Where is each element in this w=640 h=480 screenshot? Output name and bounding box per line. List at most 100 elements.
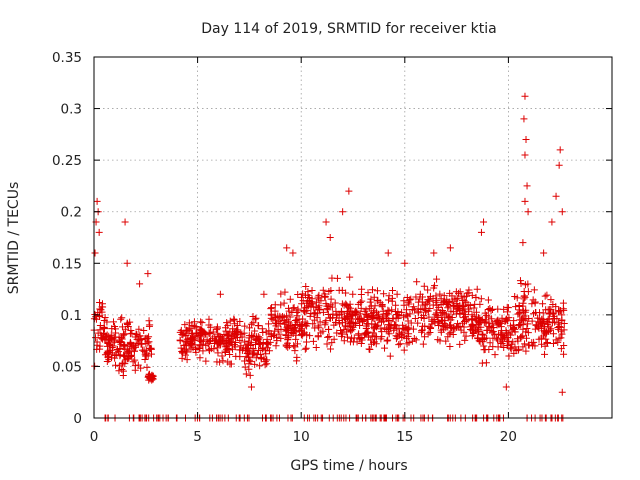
x-axis: 0 5 10 15 20 — [90, 57, 517, 445]
x-tick-label: 0 — [90, 429, 99, 445]
data-point — [557, 334, 565, 342]
data-point — [480, 346, 488, 354]
data-point — [356, 310, 364, 318]
data-point — [543, 339, 551, 347]
data-point — [541, 350, 549, 358]
data-point — [228, 339, 236, 347]
data-point — [398, 308, 406, 316]
plot-frame — [93, 56, 613, 419]
data-point — [355, 315, 363, 323]
data-point — [353, 338, 361, 346]
data-point — [242, 370, 250, 378]
data-point — [441, 297, 449, 305]
data-point — [439, 299, 447, 307]
data-point — [465, 286, 473, 294]
data-point — [271, 301, 279, 309]
data-point — [117, 315, 125, 323]
data-point — [286, 295, 294, 303]
data-point — [246, 371, 254, 379]
data-point — [384, 328, 392, 336]
data-point — [120, 352, 128, 360]
data-point — [214, 330, 222, 338]
data-point — [246, 348, 254, 356]
data-point — [552, 192, 560, 200]
data-point — [260, 290, 268, 298]
data-point — [513, 294, 521, 302]
data-point — [302, 282, 310, 290]
data-point — [493, 317, 501, 325]
data-point — [549, 339, 557, 347]
data-point — [522, 136, 530, 144]
data-point — [147, 344, 155, 352]
data-point — [409, 325, 417, 333]
data-point — [502, 317, 510, 325]
data-point — [408, 305, 416, 313]
data-point — [140, 326, 148, 334]
x-tick-label: 5 — [193, 429, 202, 445]
data-point — [112, 329, 120, 337]
data-point — [325, 332, 333, 340]
data-point — [103, 348, 111, 356]
data-point — [352, 311, 360, 319]
data-point — [478, 316, 486, 324]
data-point — [247, 341, 255, 349]
data-point — [450, 323, 458, 331]
data-point — [326, 314, 334, 322]
data-point — [265, 320, 273, 328]
data-point — [332, 318, 340, 326]
data-point — [377, 325, 385, 333]
data-point — [370, 293, 378, 301]
data-point — [392, 311, 400, 319]
data-point — [302, 344, 310, 352]
data-point — [339, 319, 347, 327]
data-point — [524, 329, 532, 337]
data-point — [384, 336, 392, 344]
data-point — [543, 291, 551, 299]
data-point — [192, 348, 200, 356]
data-point — [396, 340, 404, 348]
data-point — [252, 336, 260, 344]
data-point — [348, 334, 356, 342]
data-point — [539, 300, 547, 308]
data-point — [379, 313, 387, 321]
data-point — [538, 340, 546, 348]
data-point — [524, 320, 532, 328]
data-point — [236, 346, 244, 354]
data-point — [433, 296, 441, 304]
data-point — [505, 352, 513, 360]
data-point — [247, 383, 255, 391]
data-point — [252, 314, 260, 322]
data-point — [462, 332, 470, 340]
data-point — [115, 348, 123, 356]
data-point — [292, 328, 300, 336]
data-point — [514, 337, 522, 345]
x-tick-label: 20 — [500, 429, 517, 445]
data-point — [120, 351, 128, 359]
data-point — [432, 310, 440, 318]
data-point — [431, 282, 439, 290]
data-point — [129, 358, 137, 366]
data-point — [392, 332, 400, 340]
chart-title: Day 114 of 2019, SRMTID for receiver kti… — [201, 21, 496, 37]
data-point — [267, 305, 275, 313]
data-point — [241, 322, 249, 330]
data-point — [442, 337, 450, 345]
data-point — [519, 343, 527, 351]
data-point — [132, 330, 140, 338]
data-point — [539, 316, 547, 324]
data-point — [120, 341, 128, 349]
data-point — [440, 309, 448, 317]
data-point — [285, 342, 293, 350]
data-point — [548, 319, 556, 327]
data-point — [188, 321, 196, 329]
data-point — [444, 333, 452, 341]
data-point — [144, 352, 152, 360]
data-point — [405, 300, 413, 308]
data-point — [102, 332, 110, 340]
data-point — [98, 334, 106, 342]
data-point — [510, 317, 518, 325]
data-point — [141, 351, 149, 359]
data-point — [263, 339, 271, 347]
data-point — [327, 295, 335, 303]
